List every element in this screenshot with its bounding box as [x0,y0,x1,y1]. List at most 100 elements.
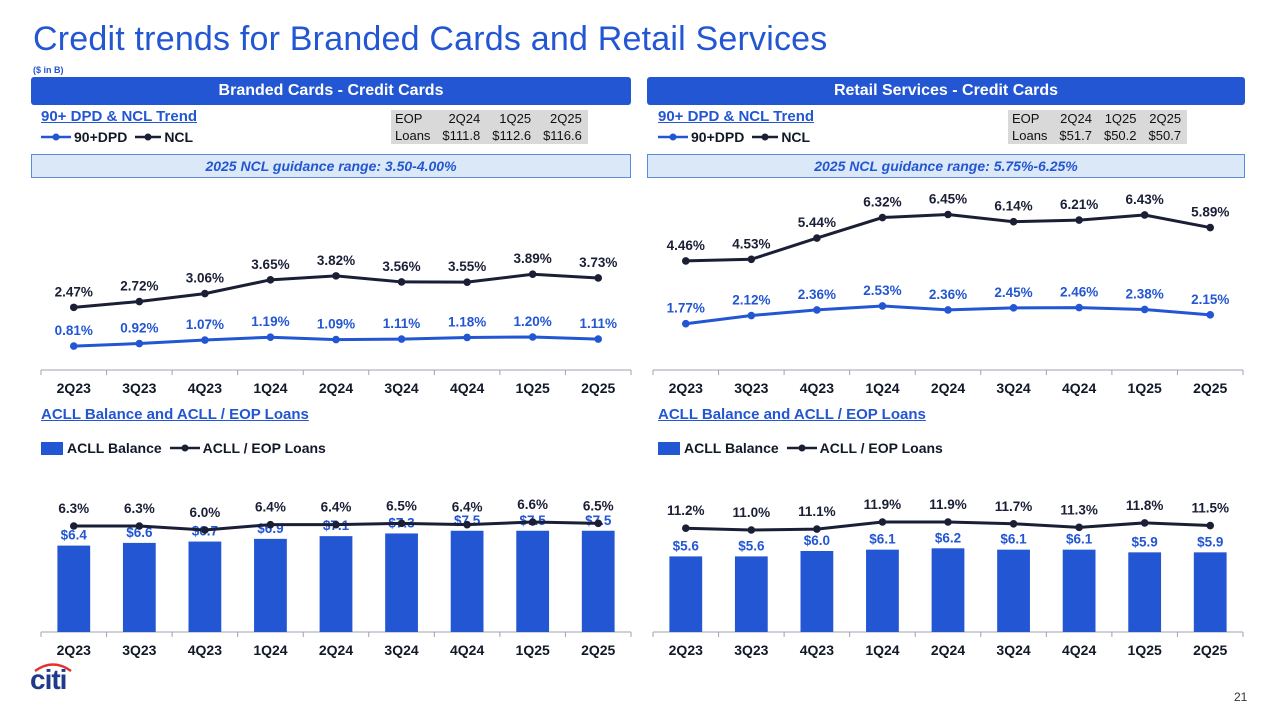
dpd-point [747,311,756,320]
eop-cell: 2Q24 [1060,111,1092,126]
retail-banner: Retail Services - Credit Cards [647,77,1245,105]
ratio-point [594,519,603,528]
ratio-point [201,526,209,534]
units-note: ($ in B) [33,65,64,75]
eop-cell: $50.7 [1148,128,1182,143]
ncl-point [397,278,406,286]
ncl-data-label: 3.56% [382,259,420,274]
ratio-point [813,525,821,533]
dpd-data-label: 1.19% [251,314,289,329]
legend-dpd: 90+DPD [658,129,744,145]
eop-cell: 2Q24 [448,111,481,126]
ncl-point [1075,216,1083,224]
dpd-point [1075,303,1083,312]
dpd-point [944,306,952,314]
ratio-point [397,519,406,528]
x-tick-label: 2Q23 [669,642,703,658]
x-tick-label: 3Q23 [734,642,768,658]
x-tick-label: 4Q23 [800,380,834,396]
legend-ratio-label: ACLL / EOP Loans [202,440,326,456]
acll-bar [516,530,550,632]
citi-logo: citi [30,664,67,695]
x-tick-label: 1Q25 [516,380,550,396]
x-tick-label: 1Q25 [516,642,550,658]
ncl-point [944,210,952,219]
dpd-point [332,335,340,344]
legend-ncl-icon [135,133,162,141]
x-tick-label: 2Q24 [319,380,353,396]
branded-trend-legend: 90+DPD NCL [41,129,201,145]
dpd-data-label: 0.81% [55,323,93,338]
x-tick-label: 2Q23 [57,642,91,658]
branded-guidance: 2025 NCL guidance range: 3.50-4.00% [31,154,631,178]
ratio-point [1075,523,1083,532]
ncl-data-label: 3.55% [448,259,486,274]
dpd-data-label: 1.20% [514,314,552,329]
x-tick-label: 2Q24 [931,380,965,396]
ratio-data-label: 11.9% [929,497,967,512]
ncl-point [528,270,537,279]
ratio-point [463,520,471,529]
eop-cell: $111.8 [442,128,481,143]
x-tick-label: 1Q25 [1128,642,1162,658]
acll-bar-label: $5.6 [738,538,765,553]
ncl-point [135,297,144,306]
ratio-point [332,520,340,529]
ratio-data-label: 11.5% [1191,501,1229,516]
ncl-point [1140,211,1149,219]
ratio-data-label: 6.3% [58,501,89,516]
acll-bar-label: $6.6 [126,525,153,540]
legend-dpd: 90+DPD [41,129,127,145]
acll-bar [1128,552,1162,632]
acll-bar-label: $6.1 [1000,532,1027,547]
branded-acll-legend: ACLL Balance ACLL / EOP Loans [41,440,334,456]
ratio-point [944,518,952,526]
x-tick-label: 2Q25 [1193,380,1227,396]
ncl-data-label: 5.44% [798,215,836,230]
eop-loans-row: Loans $111.8 $112.6 $116.6 [391,127,588,144]
ratio-data-label: 11.7% [995,499,1033,514]
ncl-point [1206,223,1215,232]
eop-header-row: EOP 2Q24 1Q25 2Q25 [391,110,588,127]
dpd-data-label: 1.77% [667,301,705,316]
ncl-data-label: 5.89% [1191,205,1229,220]
acll-bar [254,538,287,632]
ratio-data-label: 6.5% [583,498,614,513]
dpd-point [528,333,537,341]
ncl-data-label: 6.14% [994,199,1032,214]
ratio-data-label: 6.6% [517,497,548,512]
ncl-point [681,257,690,265]
dpd-point [681,319,690,328]
legend-ncl: NCL [752,129,810,145]
dpd-point [266,333,275,342]
acll-bar-label: $5.9 [1132,534,1158,549]
acll-bar-label: $6.0 [804,533,830,548]
eop-loans-row: Loans $51.7 $50.2 $50.7 [1008,127,1187,144]
ratio-data-label: 6.4% [321,500,352,515]
ncl-point [332,272,340,280]
acll-bar [734,556,768,632]
eop-cell: $112.6 [492,128,532,143]
ratio-point [1009,519,1018,528]
dpd-data-label: 0.92% [120,321,158,336]
dpd-data-label: 2.53% [863,283,901,298]
x-tick-label: 2Q25 [1193,642,1227,658]
branded-acll-chart: 2Q23 3Q23 4Q23 1Q24 2Q24 3Q24 4Q24 1Q25 2Q25 $6.4… [40,497,632,658]
eop-cell: EOP [1012,111,1040,126]
legend-dpd-icon [41,133,71,141]
ncl-point [813,234,821,242]
dpd-data-label: 2.36% [798,287,836,302]
legend-dpd-label: 90+DPD [74,129,128,145]
x-tick-label: 1Q24 [253,642,287,658]
ratio-data-label: 11.0% [733,505,771,520]
eop-cell: $50.2 [1103,128,1137,143]
dpd-data-label: 2.46% [1060,285,1098,300]
ncl-point [747,255,756,264]
eop-cell: Loans [1012,128,1048,143]
branded-banner: Branded Cards - Credit Cards [31,77,631,105]
ratio-data-label: 11.9% [864,497,902,512]
x-tick-label: 4Q24 [1062,380,1096,396]
acll-bar [450,530,484,632]
ratio-point [1140,519,1149,527]
ncl-data-label: 2.47% [55,284,93,299]
